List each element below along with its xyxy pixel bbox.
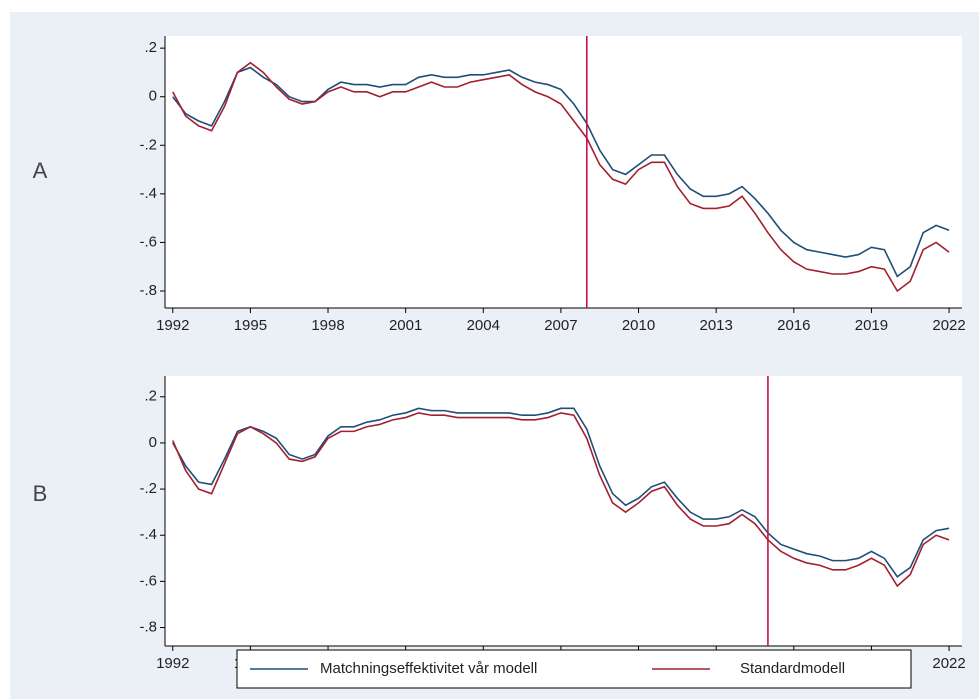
legend-label: Matchningseffektivitet vår modell [320,660,537,677]
x-tick-label: 2019 [855,317,888,334]
x-tick-label: 2010 [622,317,655,334]
x-tick-label: 2001 [389,317,422,334]
y-tick-label: -.4 [139,526,157,543]
plot-area [165,376,962,646]
y-tick-label: .2 [144,388,157,405]
y-tick-label: -.4 [139,185,157,202]
x-tick-label: 1992 [156,655,189,672]
x-tick-label: 2022 [932,317,965,334]
panel-label: A [33,158,48,183]
y-tick-label: 0 [149,88,157,105]
y-tick-label: -.2 [139,480,157,497]
y-tick-label: 0 [149,434,157,451]
series-line [172,66,950,278]
x-tick-label: 2013 [699,317,732,334]
x-tick-label: 1995 [234,317,267,334]
x-tick-label: 2016 [777,317,810,334]
x-tick-label: 2022 [932,655,965,672]
x-tick-label: 1998 [311,317,344,334]
y-tick-label: -.6 [139,233,157,250]
series-line [172,61,950,293]
series-line [172,412,950,588]
legend-label: Standardmodell [740,660,845,677]
series-line [172,407,950,578]
y-tick-label: .2 [144,39,157,56]
y-tick-label: -.8 [139,282,157,299]
legend-box [236,649,912,689]
y-tick-label: -.2 [139,136,157,153]
x-tick-label: 1992 [156,317,189,334]
x-tick-label: 2007 [544,317,577,334]
y-tick-label: -.8 [139,619,157,636]
plot-area [165,36,962,308]
x-tick-label: 2004 [467,317,500,334]
panel-label: B [33,481,48,506]
y-tick-label: -.6 [139,572,157,589]
